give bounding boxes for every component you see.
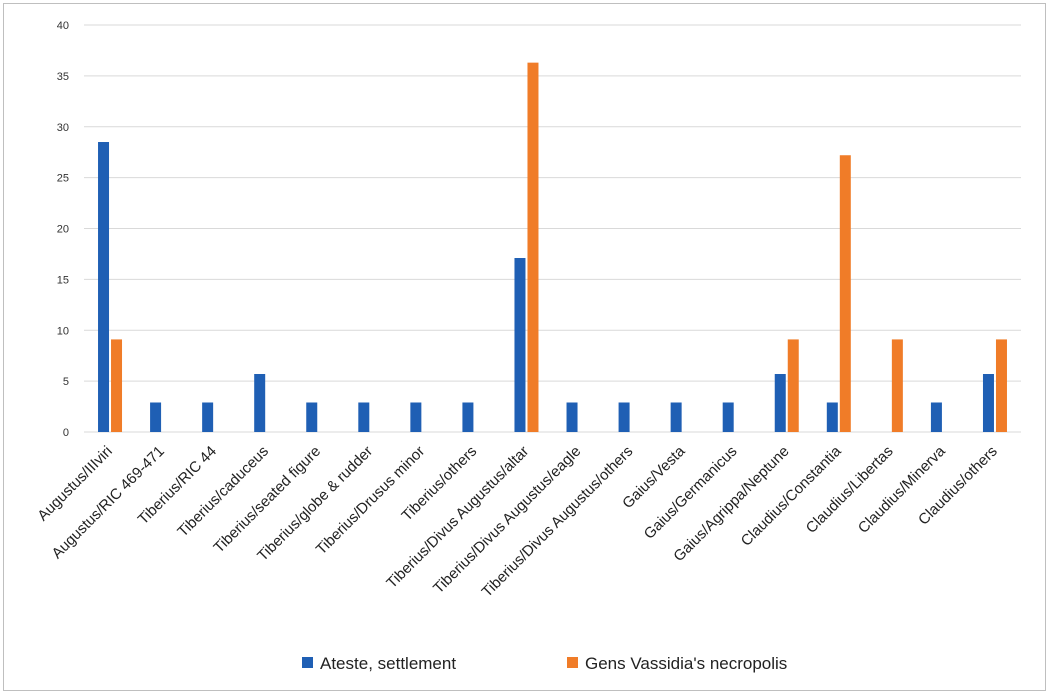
bar-vassidia-15: [891, 339, 903, 432]
legend-swatch-vassidia: [567, 657, 578, 668]
y-tick-label: 40: [57, 20, 69, 32]
bar-ateste-7: [462, 402, 474, 432]
bar-ateste-11: [670, 402, 682, 432]
bar-ateste-10: [618, 402, 630, 432]
legend: Ateste, settlement Gens Vassidia's necrop…: [302, 654, 787, 673]
y-tick-label: 35: [57, 71, 69, 83]
y-tick-label: 20: [57, 224, 69, 236]
bar-ateste-12: [722, 402, 734, 432]
bar-vassidia-0: [111, 339, 123, 432]
bar-ateste-4: [306, 402, 318, 432]
bar-ateste-16: [930, 402, 942, 432]
bar-ateste-3: [254, 374, 266, 432]
bars: [98, 62, 1007, 433]
bar-ateste-1: [150, 402, 162, 432]
bar-ateste-17: [982, 374, 994, 432]
bar-vassidia-8: [527, 62, 539, 433]
y-tick-label: 25: [57, 173, 69, 185]
bar-chart: 0 5 10 15 20 25 30 35 40 Augustus/IIIviriAugustu…: [34, 20, 1021, 673]
legend-label-vassidia: Gens Vassidia's necropolis: [585, 654, 787, 673]
x-category-label: Tiberius/caduceus: [174, 443, 272, 541]
bar-vassidia-17: [995, 339, 1007, 432]
bar-ateste-9: [566, 402, 578, 432]
x-category-label: Claudius/Constantia: [738, 442, 845, 549]
legend-label-ateste: Ateste, settlement: [320, 654, 456, 673]
bar-ateste-14: [826, 402, 838, 432]
bar-ateste-2: [202, 402, 214, 432]
x-category-label: Claudius/Minerva: [855, 442, 949, 536]
x-category-label: Gaius/Germanicus: [641, 443, 741, 543]
bar-ateste-8: [514, 258, 526, 432]
x-category-label: Claudius/Libertas: [803, 443, 897, 537]
y-tick-label: 10: [57, 325, 69, 337]
bar-vassidia-14: [839, 155, 851, 433]
y-tick-label: 15: [57, 274, 69, 286]
gridlines: [84, 24, 1021, 433]
legend-swatch-ateste: [302, 657, 313, 668]
bar-ateste-5: [358, 402, 370, 432]
bar-ateste-6: [410, 402, 422, 432]
y-tick-label: 30: [57, 122, 69, 134]
y-tick-label: 0: [63, 427, 69, 439]
chart-frame: 0 5 10 15 20 25 30 35 40 Augustus/IIIviri Augustu…: [3, 3, 1046, 691]
bar-vassidia-13: [787, 339, 799, 432]
y-tick-label: 5: [63, 376, 69, 388]
bar-ateste-0: [98, 142, 110, 432]
bar-ateste-13: [774, 374, 786, 432]
y-axis-ticks: 0 5 10 15 20 25 30 35 40: [57, 20, 69, 439]
